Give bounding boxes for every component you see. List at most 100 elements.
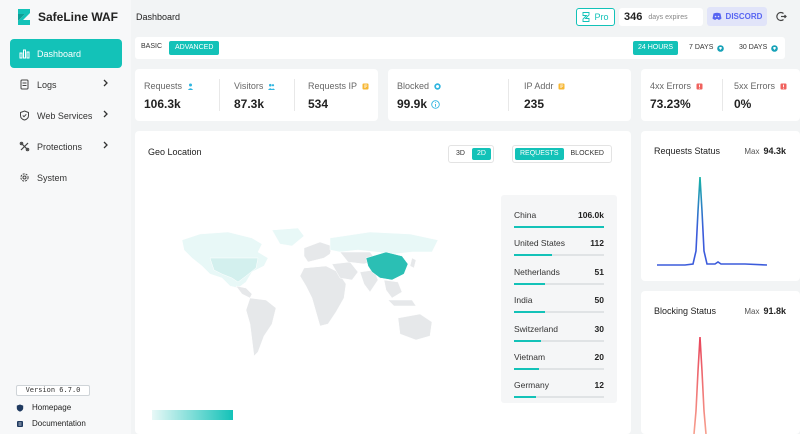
document-icon	[20, 79, 29, 90]
tools-icon	[19, 141, 30, 152]
map-united-states	[209, 257, 259, 283]
country-bar-track	[514, 226, 604, 228]
country-row-vietnam[interactable]: Vietnam 20	[514, 352, 604, 380]
map-color-legend	[152, 410, 233, 420]
blocking-sparkline[interactable]	[655, 331, 785, 434]
country-name: China	[514, 210, 537, 220]
country-name: United States	[514, 238, 566, 249]
mode-blocked-button[interactable]: BLOCKED	[570, 150, 604, 157]
requests-sparkline[interactable]	[655, 171, 785, 271]
divider	[508, 79, 509, 111]
country-row-china[interactable]: China 106.0k	[514, 210, 604, 238]
country-bar-track	[514, 396, 604, 399]
country-bar-fill	[514, 339, 541, 342]
chevron-right-icon	[103, 79, 108, 87]
alert-icon	[780, 83, 787, 89]
sidebar-item-dashboard[interactable]: Dashboard	[10, 39, 122, 68]
requests-stat-value: 106.3k	[144, 97, 181, 111]
country-row-united-states[interactable]: United States 112	[514, 238, 604, 266]
brand[interactable]: SafeLine WAF	[16, 8, 118, 26]
visitors-stat-label: Visitors	[234, 81, 276, 91]
traffic-stats-card: Requests 106.3k Visitors 87.3k Requests …	[135, 69, 378, 121]
country-row-india[interactable]: India 50	[514, 295, 604, 323]
stat-label-text: Requests	[144, 81, 183, 91]
country-ranking-list: China 106.0k United States 112 Netherlan…	[501, 195, 617, 403]
country-value: 20	[594, 352, 604, 362]
sidebar-item-system[interactable]: System	[10, 163, 122, 192]
country-value: 30	[594, 323, 604, 334]
blocked-stat-label: Blocked	[397, 81, 441, 91]
ip-addr-stat-label: IP Addr IP	[524, 81, 565, 91]
country-value: 51	[594, 266, 604, 277]
map-middle-east	[331, 261, 359, 281]
sidebar-item-logs[interactable]: Logs	[10, 70, 122, 99]
basic-mode-tab[interactable]: BASIC	[141, 43, 163, 50]
blocked-stats-card: Blocked 99.9k IP Addr IP 235	[388, 69, 631, 121]
discord-button[interactable]: DISCORD	[707, 7, 767, 26]
requests-ip-stat-label: Requests IP IP	[308, 81, 369, 91]
map-view-toggle: 3D 2D	[448, 145, 494, 163]
stat-label-text: 5xx Errors	[734, 81, 776, 91]
top-header: Dashboard Pro 346 days expires DISCORD	[131, 0, 800, 36]
sidebar-item-web-services[interactable]: Web Services	[10, 101, 122, 130]
user-icon	[187, 83, 194, 90]
country-row-netherlands[interactable]: Netherlands 51	[514, 267, 604, 295]
world-map[interactable]	[180, 228, 442, 360]
gear-icon	[20, 173, 29, 182]
pro-badge[interactable]: Pro	[576, 8, 615, 26]
view-2d-button[interactable]: 2D	[471, 148, 491, 160]
users-icon	[268, 83, 276, 90]
country-row-switzerland[interactable]: Switzerland 30	[514, 324, 604, 352]
ip-icon: IP	[558, 83, 565, 89]
sidebar-item-label: Protections	[37, 141, 83, 152]
country-bar-fill	[514, 254, 552, 257]
errors-5xx-stat-label: 5xx Errors	[734, 81, 787, 91]
country-bar-track	[514, 311, 604, 314]
country-bar-track	[514, 282, 604, 285]
logout-icon[interactable]	[776, 11, 787, 22]
advanced-mode-tab[interactable]: ADVANCED	[169, 41, 220, 55]
country-value: 106.0k	[578, 210, 604, 220]
chart-bar-icon	[19, 49, 30, 59]
info-icon[interactable]	[431, 99, 440, 109]
max-label: Max	[744, 147, 760, 156]
country-bar-fill	[514, 368, 540, 370]
chevron-right-icon	[103, 141, 108, 149]
pro-label: Pro	[594, 12, 609, 22]
range-24-hours[interactable]: 24 HOURS	[633, 41, 679, 55]
shield-icon	[20, 110, 29, 121]
view-3d-button[interactable]: 3D	[456, 150, 465, 157]
ip-addr-stat-value: 235	[524, 97, 545, 111]
license-expiry: 346 days expires	[619, 8, 703, 26]
map-europe	[303, 241, 333, 263]
range-7-days[interactable]: 7 DAYS	[689, 41, 725, 55]
country-bar-fill	[514, 311, 545, 314]
sidebar: SafeLine WAF Dashboard Logs Web Services…	[0, 0, 131, 434]
documentation-link[interactable]: Documentation	[16, 419, 86, 428]
sidebar-item-protections[interactable]: Protections	[10, 132, 122, 161]
country-value: 112	[590, 238, 604, 249]
svg-text:IP: IP	[364, 84, 368, 89]
country-row-germany[interactable]: Germany 12	[514, 380, 604, 408]
mode-requests-button[interactable]: REQUESTS	[515, 148, 564, 160]
requests-status-title: Requests Status	[654, 146, 721, 156]
blocked-stat-value: 99.9k	[397, 97, 440, 111]
sidebar-nav: Dashboard Logs Web Services Protections …	[10, 39, 122, 194]
sidebar-item-label: Logs	[37, 79, 57, 90]
country-value: 50	[594, 295, 604, 306]
requests-status-card: Requests Status Max 94.3k	[641, 131, 800, 281]
pro-diamond-icon	[717, 44, 725, 52]
country-bar-track	[514, 339, 604, 342]
homepage-link[interactable]: Homepage	[16, 403, 71, 412]
geo-title: Geo Location	[148, 147, 202, 157]
max-label: Max	[744, 307, 760, 316]
requests-line	[657, 176, 768, 266]
alert-icon	[696, 83, 703, 89]
country-name: Switzerland	[514, 323, 558, 334]
map-russia	[329, 231, 439, 255]
range-30-days[interactable]: 30 DAYS	[739, 41, 779, 55]
map-australia	[397, 313, 433, 341]
days-count: 346	[624, 11, 643, 23]
errors-4xx-stat-label: 4xx Errors	[650, 81, 703, 91]
svg-text:IP: IP	[560, 84, 564, 89]
